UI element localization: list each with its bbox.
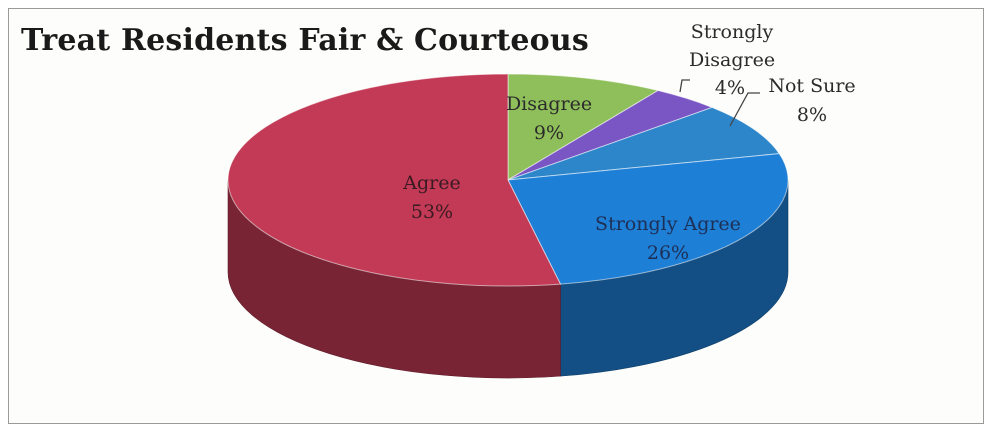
slice-value-strongly-disagree: 4% — [715, 77, 745, 99]
slice-value-strongly-agree: 26% — [647, 242, 689, 264]
slice-name-strongly-disagree: Strongly — [691, 21, 774, 43]
pie-slice-strongly-agree — [507, 153, 789, 285]
slice-name-not-sure: Not Sure — [768, 75, 855, 97]
slice-value-agree: 53% — [411, 201, 453, 223]
chart-title: Treat Residents Fair & Courteous — [21, 23, 589, 58]
leader-line-strongly-disagree — [679, 79, 690, 93]
pie-labels: Disagree 9% Strongly Disagree 4% Not Sure 8% St… — [402, 21, 855, 264]
slice-value-disagree: 9% — [534, 122, 564, 144]
pie-top-faces — [227, 73, 789, 287]
pie-slice-disagree — [507, 73, 660, 181]
leader-line-not-sure — [729, 92, 760, 127]
pie-slice-agree — [227, 73, 562, 287]
slice-value-not-sure: 8% — [797, 104, 827, 126]
slice-name-strongly-agree: Strongly Agree — [595, 213, 741, 235]
slice-name-strongly-disagree: Disagree — [689, 49, 775, 71]
slice-name-disagree: Disagree — [506, 93, 592, 115]
slice-name-agree: Agree — [402, 172, 460, 194]
pie-slice-not-sure — [507, 106, 781, 181]
